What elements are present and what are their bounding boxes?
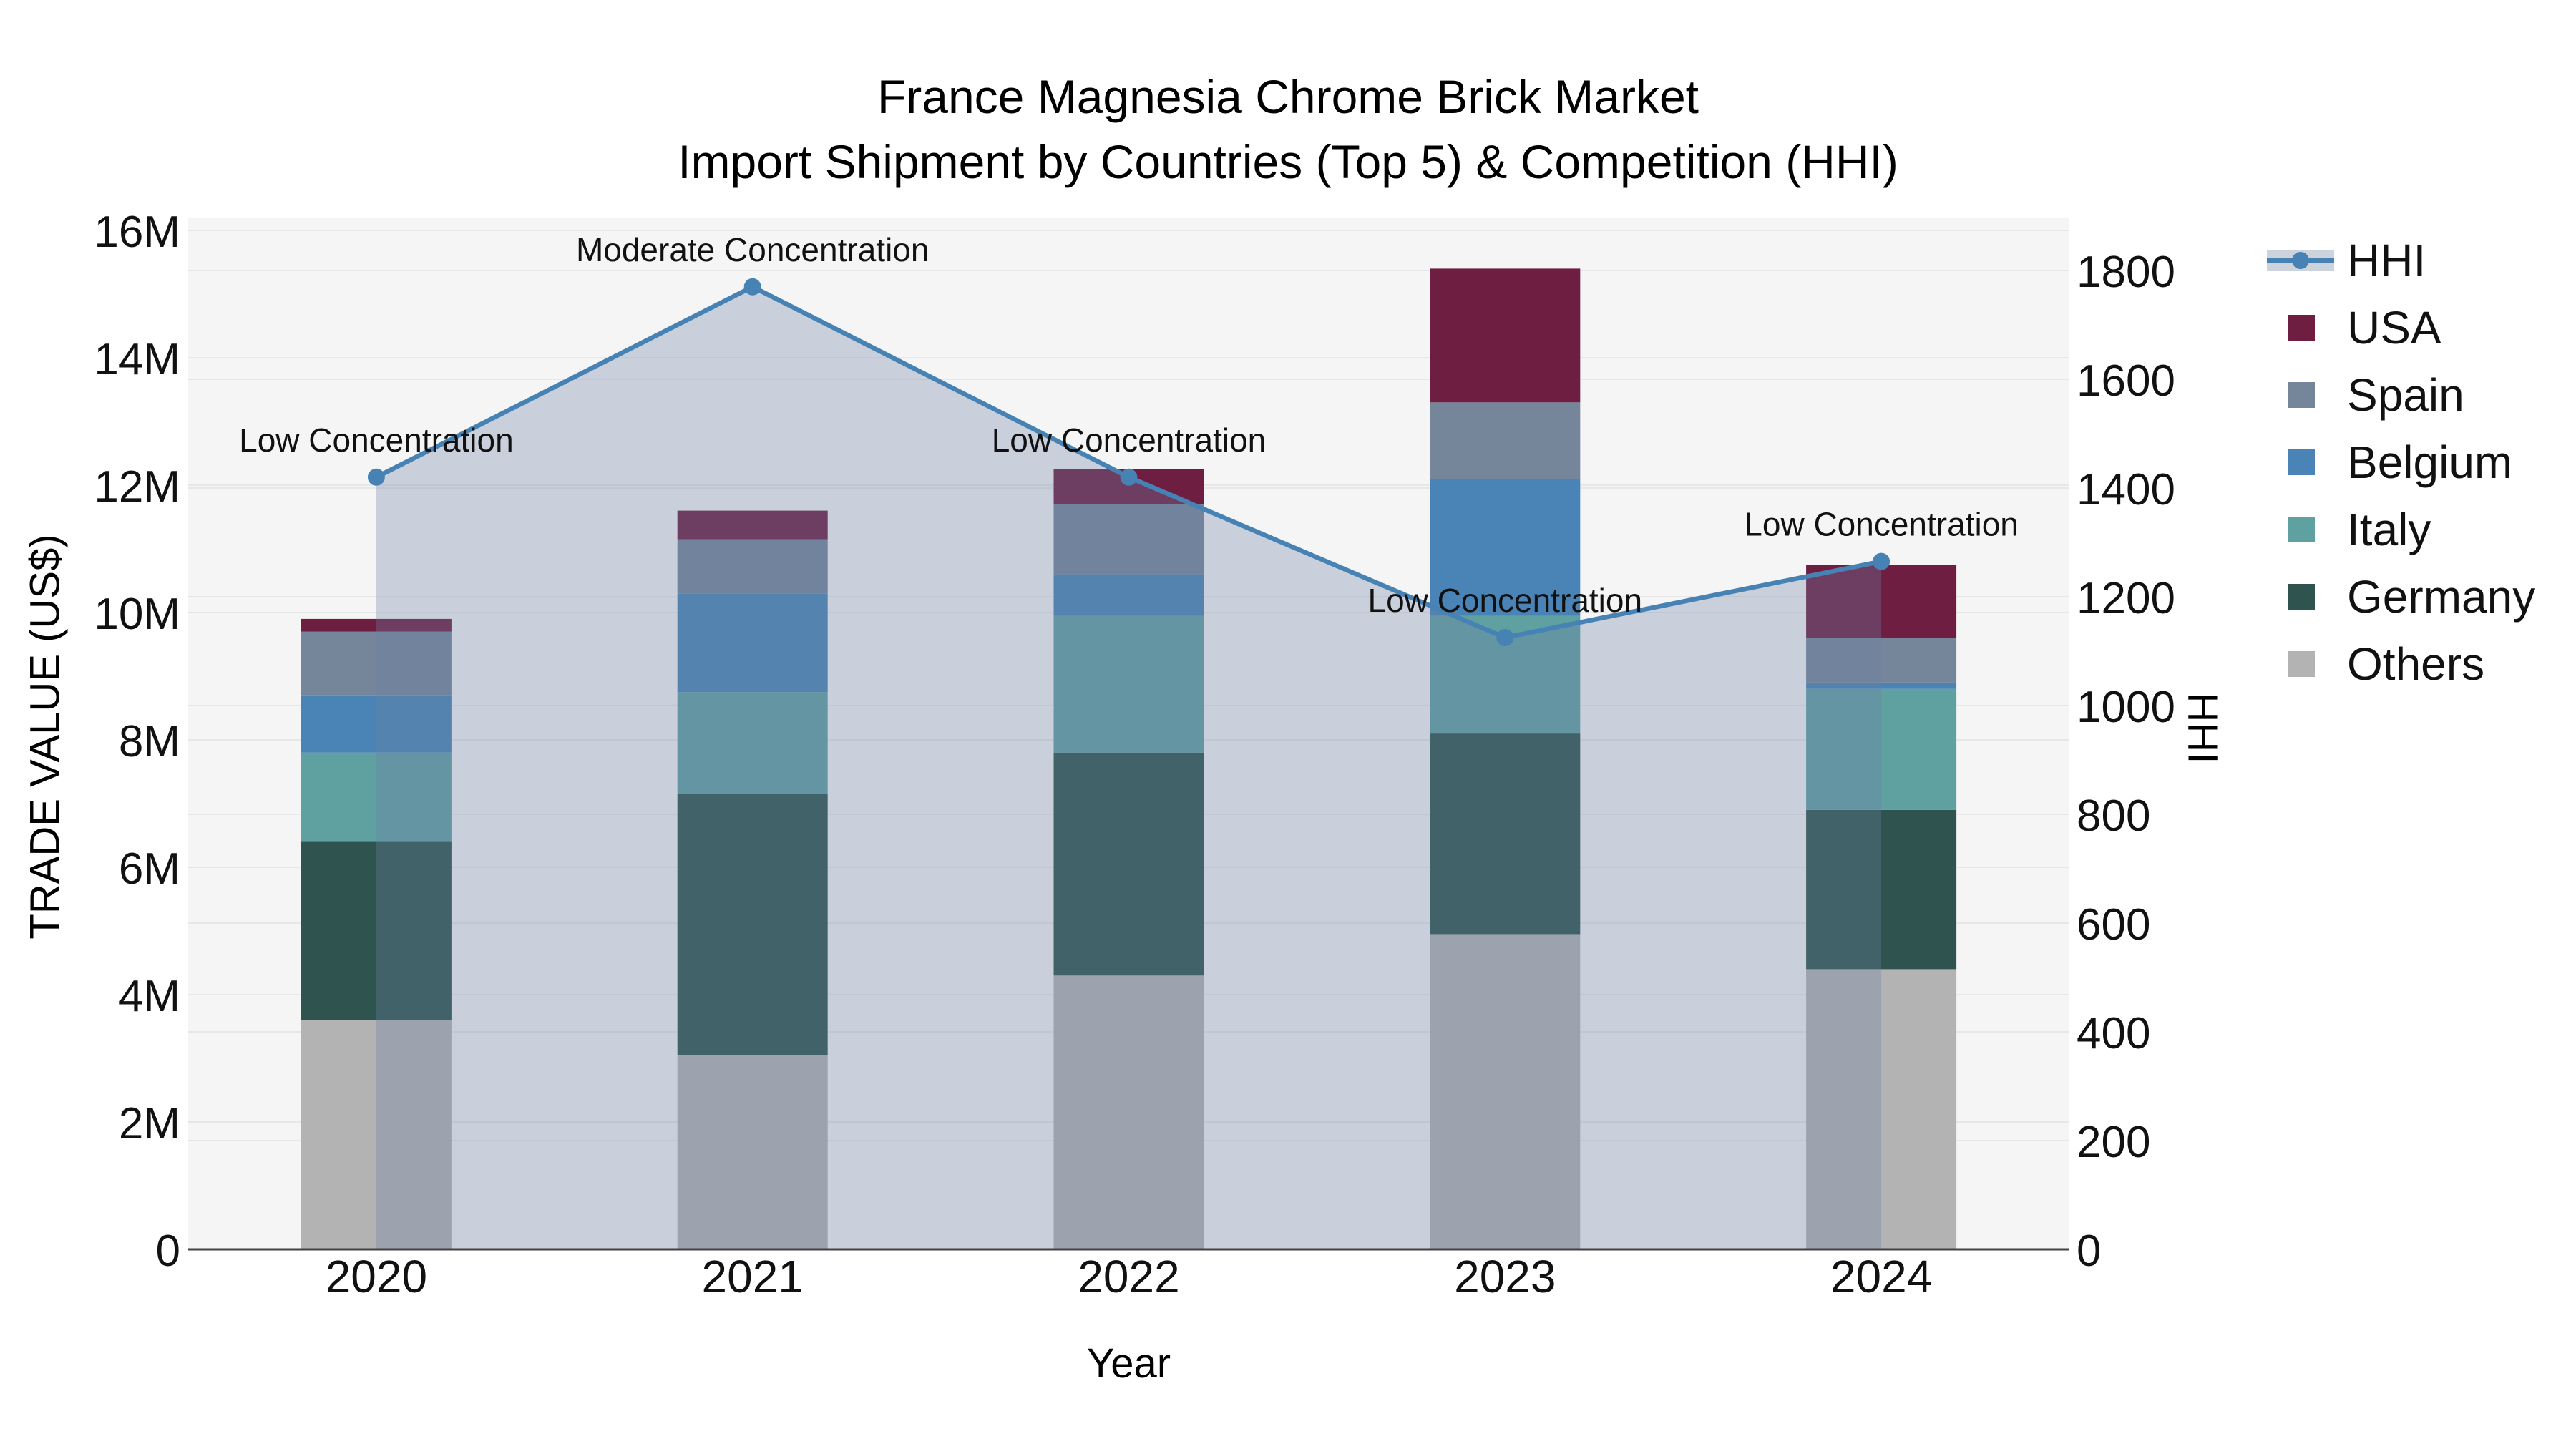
left-tick-2M: 2M [119, 1099, 180, 1148]
bar-segment-italy-2022[interactable] [1053, 615, 1204, 753]
legend-swatch-others [2288, 651, 2315, 677]
right-tick-600: 600 [2077, 900, 2150, 950]
x-axis-title: Year [1086, 1340, 1171, 1387]
hhi-marker-2024[interactable] [1873, 552, 1890, 570]
annotation-2024: Low Concentration [1744, 506, 2019, 543]
bar-segment-usa-2023[interactable] [1430, 268, 1581, 403]
x-tick-2023: 2023 [1454, 1251, 1556, 1302]
x-tick-2020: 2020 [326, 1251, 427, 1302]
annotation-2022: Low Concentration [992, 421, 1267, 459]
hhi-marker-2020[interactable] [367, 468, 385, 486]
left-tick-8M: 8M [119, 717, 180, 766]
legend-label-belgium: Belgium [2347, 436, 2512, 488]
legend-item-italy[interactable]: Italy [2288, 504, 2431, 555]
annotation-2023: Low Concentration [1368, 582, 1643, 619]
legend-label-hhi: HHI [2347, 235, 2426, 286]
legend-label-germany: Germany [2347, 571, 2535, 623]
legend-item-spain[interactable]: Spain [2288, 369, 2464, 421]
right-tick-400: 400 [2077, 1009, 2150, 1058]
legend-label-usa: USA [2347, 302, 2441, 353]
legend-swatch-italy [2288, 517, 2315, 542]
hhi-marker-2021[interactable] [743, 278, 761, 296]
hhi-marker-2022[interactable] [1120, 468, 1138, 486]
chart-title-line1: France Magnesia Chrome Brick Market [877, 70, 1699, 123]
hhi-marker-2023[interactable] [1496, 629, 1514, 646]
bar-segment-others-2021[interactable] [677, 1055, 828, 1249]
annotation-2021: Moderate Concentration [576, 231, 930, 268]
bar-segment-germany-2020[interactable] [301, 841, 452, 1020]
legend-swatch-spain [2288, 382, 2315, 408]
left-tick-4M: 4M [119, 972, 180, 1021]
x-tick-2022: 2022 [1078, 1251, 1179, 1302]
bar-segment-spain-2020[interactable] [301, 631, 452, 696]
right-tick-1000: 1000 [2077, 683, 2175, 732]
bar-segment-others-2020[interactable] [301, 1020, 452, 1249]
bar-segment-usa-2020[interactable] [301, 618, 452, 632]
bar-segment-others-2024[interactable] [1806, 969, 1957, 1249]
right-tick-800: 800 [2077, 791, 2150, 841]
bar-segment-belgium-2024[interactable] [1806, 682, 1957, 689]
right-tick-0: 0 [2077, 1226, 2101, 1276]
bar-segment-belgium-2020[interactable] [301, 695, 452, 753]
bar-segment-germany-2022[interactable] [1053, 752, 1204, 976]
bar-segment-spain-2022[interactable] [1053, 504, 1204, 575]
right-tick-1600: 1600 [2077, 356, 2175, 406]
bar-segment-belgium-2022[interactable] [1053, 574, 1204, 616]
legend-swatch-germany [2288, 584, 2315, 610]
left-tick-0: 0 [156, 1226, 180, 1276]
bar-segment-others-2022[interactable] [1053, 975, 1204, 1249]
bar-segment-others-2023[interactable] [1430, 934, 1581, 1249]
left-tick-10M: 10M [94, 590, 180, 639]
legend-item-germany[interactable]: Germany [2288, 571, 2535, 623]
right-tick-1800: 1800 [2077, 248, 2175, 297]
x-tick-2021: 2021 [702, 1251, 804, 1302]
left-tick-6M: 6M [119, 844, 180, 894]
left-axis-title: TRADE VALUE (US$) [21, 534, 69, 940]
bar-segment-belgium-2021[interactable] [677, 593, 828, 693]
legend-swatch-usa [2288, 315, 2315, 341]
left-tick-16M: 16M [94, 208, 180, 257]
left-tick-12M: 12M [94, 462, 180, 512]
legend-item-others[interactable]: Others [2288, 638, 2484, 690]
legend-item-usa[interactable]: USA [2288, 302, 2441, 353]
bar-segment-germany-2023[interactable] [1430, 733, 1581, 935]
legend-hhi-marker [2292, 252, 2309, 269]
bar-segment-germany-2021[interactable] [677, 794, 828, 1055]
left-tick-14M: 14M [94, 335, 180, 384]
annotation-2020: Low Concentration [239, 421, 514, 459]
legend-label-spain: Spain [2347, 369, 2464, 421]
legend-swatch-belgium [2288, 449, 2315, 475]
hhi-area-fill [376, 286, 1882, 1249]
bar-segment-usa-2021[interactable] [677, 510, 828, 540]
right-tick-200: 200 [2077, 1118, 2150, 1167]
bar-segment-italy-2024[interactable] [1806, 688, 1957, 810]
right-tick-1200: 1200 [2077, 574, 2175, 623]
bar-segment-spain-2021[interactable] [677, 539, 828, 594]
chart-title: France Magnesia Chrome Brick Market Impo… [0, 64, 2576, 195]
bar-segment-spain-2024[interactable] [1806, 638, 1957, 683]
bar-segment-germany-2024[interactable] [1806, 809, 1957, 970]
right-axis-title: HHI [2179, 692, 2226, 764]
x-tick-2024: 2024 [1830, 1251, 1932, 1302]
right-tick-1400: 1400 [2077, 465, 2175, 514]
bar-segment-belgium-2023[interactable] [1430, 479, 1581, 616]
legend-item-hhi[interactable]: HHI [2267, 235, 2426, 286]
chart-title-line2: Import Shipment by Countries (Top 5) & C… [678, 135, 1898, 189]
legend-label-others: Others [2347, 638, 2484, 690]
bar-segment-italy-2020[interactable] [301, 752, 452, 842]
bar-segment-italy-2021[interactable] [677, 692, 828, 794]
bar-segment-usa-2024[interactable] [1806, 565, 1957, 638]
legend-item-belgium[interactable]: Belgium [2288, 436, 2512, 488]
legend-label-italy: Italy [2347, 504, 2431, 555]
bar-segment-spain-2023[interactable] [1430, 402, 1581, 479]
